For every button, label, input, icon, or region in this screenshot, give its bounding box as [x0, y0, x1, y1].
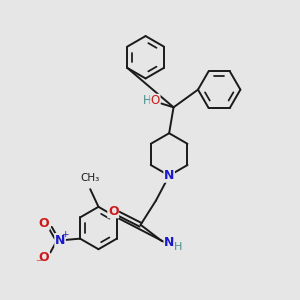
Text: O: O — [39, 217, 49, 230]
Text: N: N — [164, 236, 175, 249]
Text: H: H — [143, 94, 152, 107]
Text: O: O — [151, 94, 160, 107]
Text: O: O — [108, 205, 119, 218]
Text: ⁻: ⁻ — [35, 257, 42, 270]
Text: H: H — [174, 242, 182, 253]
Text: +: + — [61, 230, 68, 239]
Text: N: N — [164, 169, 174, 182]
Text: N: N — [55, 234, 65, 247]
Text: CH₃: CH₃ — [81, 173, 100, 183]
Text: O: O — [39, 251, 49, 264]
